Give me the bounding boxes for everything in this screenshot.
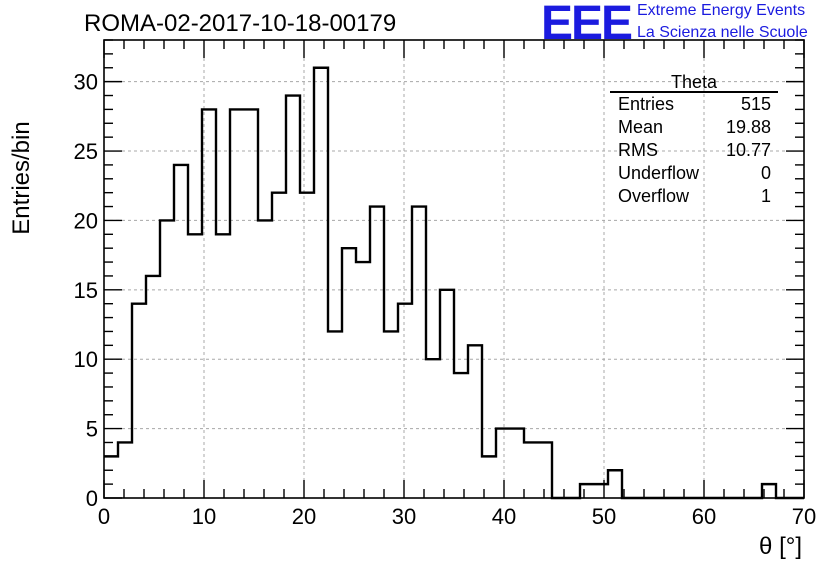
eee-logo-line1: Extreme Energy Events: [637, 2, 806, 19]
stats-title: Theta: [670, 72, 718, 92]
y-tick-label: 5: [86, 417, 98, 442]
stats-value: 19.88: [725, 117, 771, 137]
y-tick-label: 30: [74, 70, 98, 95]
y-axis-label: Entries/bin: [8, 121, 35, 235]
stats-value: 0: [760, 163, 771, 183]
x-tick-label: 40: [492, 504, 516, 529]
y-tick-label: 0: [86, 486, 98, 511]
stats-row-underflow: Underflow 0: [618, 163, 771, 185]
y-tick-label: 10: [74, 347, 98, 372]
y-axis-label-box: Entries/bin: [8, 113, 36, 243]
stats-row-mean: Mean 19.88: [618, 117, 771, 139]
x-tick-label: 10: [192, 504, 216, 529]
axis-ticks: [103, 39, 805, 499]
stats-value: 1: [760, 186, 771, 206]
plot-title: ROMA-02-2017-10-18-00179: [84, 10, 397, 37]
y-tick-labels: 0 5 10 15 20 25 30: [74, 70, 98, 511]
stats-label: Entries: [618, 94, 675, 114]
stats-label: RMS: [618, 140, 658, 160]
stats-label: Underflow: [618, 163, 700, 183]
x-tick-label: 70: [792, 504, 816, 529]
eee-logo: EEE: [541, 0, 633, 50]
x-tick-label: 30: [392, 504, 416, 529]
stats-label: Overflow: [618, 186, 690, 206]
x-tick-label: 0: [98, 504, 110, 529]
y-tick-label: 15: [74, 278, 98, 303]
stats-divider: [610, 91, 778, 93]
x-tick-label: 20: [292, 504, 316, 529]
x-tick-label: 60: [692, 504, 716, 529]
y-tick-label: 25: [74, 139, 98, 164]
stats-value: 10.77: [725, 140, 771, 160]
stats-box: Theta Entries 515 Mean 19.88 RMS 10.77 U…: [610, 72, 778, 210]
x-tick-label: 50: [592, 504, 616, 529]
eee-logo-line2: La Scienza nelle Scuole: [637, 24, 808, 41]
stats-row-entries: Entries 515: [618, 94, 771, 116]
stats-value: 515: [740, 94, 771, 114]
x-axis-label: θ [°]: [759, 533, 802, 560]
stats-row-overflow: Overflow 1: [618, 186, 771, 208]
x-tick-labels: 0 10 20 30 40 50 60 70: [98, 504, 816, 529]
plot-frame: [103, 39, 805, 499]
stats-row-rms: RMS 10.77: [618, 140, 771, 162]
y-tick-label: 20: [74, 208, 98, 233]
stats-label: Mean: [618, 117, 664, 137]
